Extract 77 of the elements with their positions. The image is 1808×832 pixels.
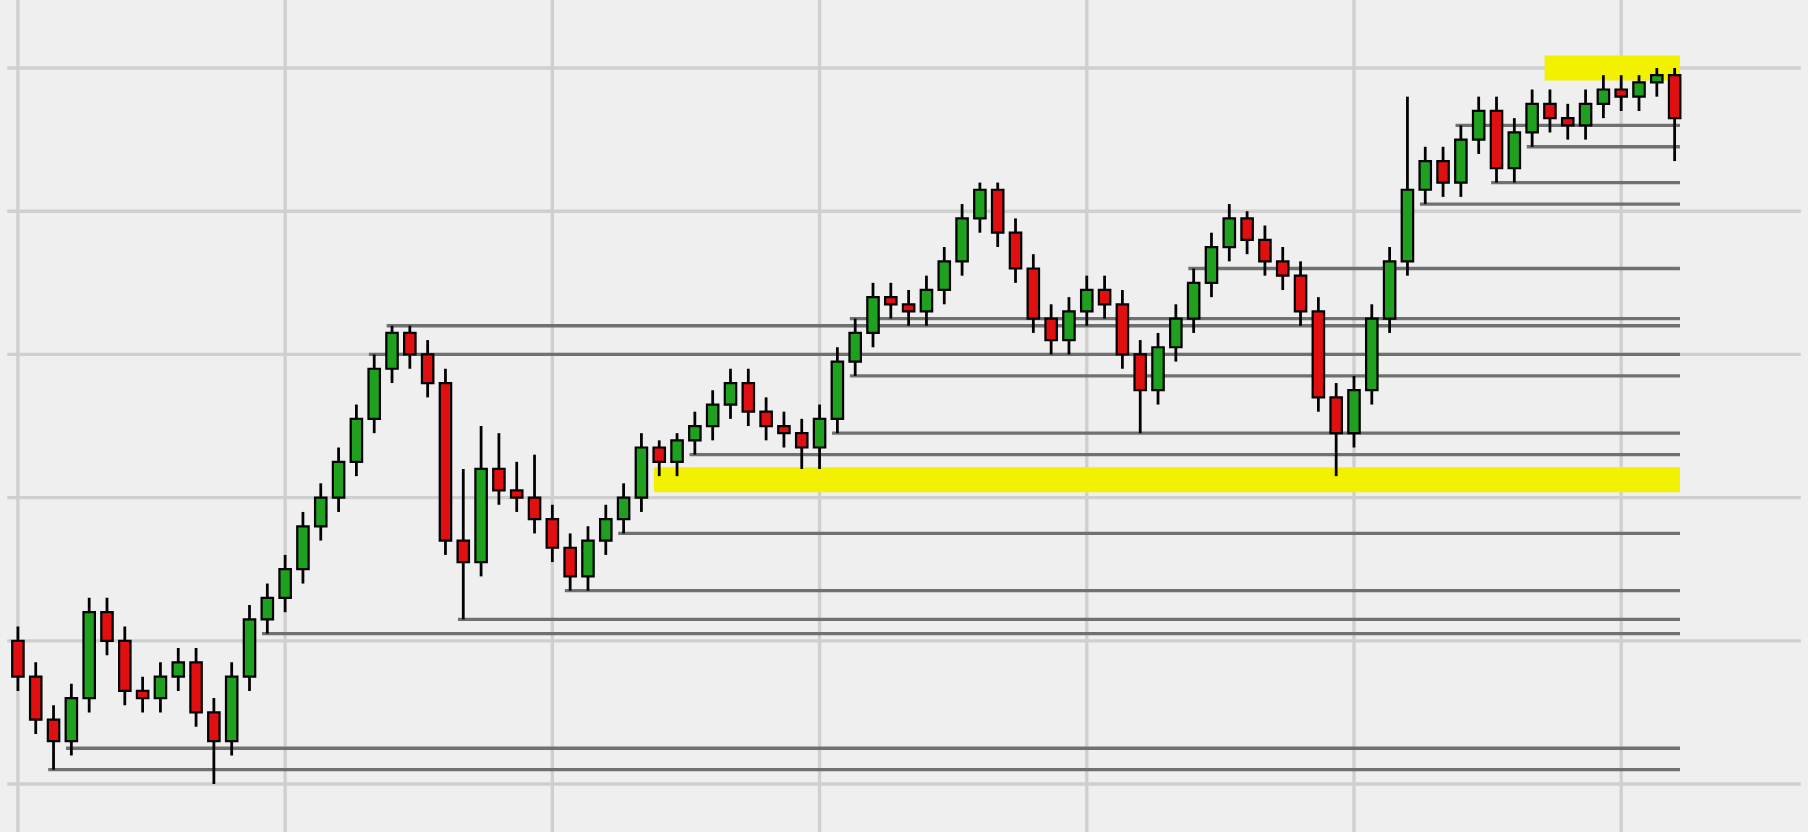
candlestick <box>937 245 952 306</box>
candlestick <box>296 510 310 585</box>
candlestick <box>100 596 114 657</box>
candlestick <box>1667 66 1682 163</box>
candlestick <box>1525 88 1539 149</box>
candlestick <box>919 274 934 328</box>
candlestick <box>28 660 43 736</box>
candlestick <box>723 367 738 421</box>
candlestick <box>278 553 292 614</box>
candlestick <box>616 481 631 535</box>
candlestick <box>1133 338 1148 435</box>
candlestick <box>1436 145 1450 199</box>
candlestick <box>509 460 524 514</box>
candlestick <box>652 438 667 478</box>
candlestick <box>759 395 773 442</box>
candlestick <box>1614 73 1629 113</box>
candlestick <box>705 388 720 442</box>
candlestick <box>688 410 702 457</box>
candlestick <box>403 324 417 371</box>
candlestick <box>349 403 364 478</box>
candlestick <box>46 703 61 772</box>
candlestick <box>331 446 346 514</box>
candlestick <box>456 467 471 621</box>
candlestick <box>1044 302 1058 356</box>
candlestick <box>901 288 916 328</box>
candlestick <box>794 417 809 471</box>
candlestick <box>153 660 168 714</box>
candlestick <box>1169 302 1183 363</box>
candlestick <box>1543 88 1557 134</box>
candlestick <box>812 403 827 471</box>
candlestick <box>1650 66 1664 99</box>
candlestick <box>1347 374 1361 449</box>
candlestick <box>884 281 898 321</box>
candlestick <box>581 524 595 593</box>
candlestick <box>135 675 150 714</box>
candlestick <box>420 338 435 399</box>
candlestick <box>866 281 880 349</box>
candlestick <box>527 453 542 535</box>
candlestick <box>64 682 79 757</box>
candlestick <box>11 625 25 693</box>
candlestick <box>260 582 275 636</box>
candlestick <box>973 181 987 235</box>
candlestick <box>670 431 684 478</box>
candlestick <box>1596 73 1611 120</box>
candlestick <box>1062 295 1076 356</box>
candlestick <box>207 696 221 786</box>
candlestick <box>1240 209 1254 256</box>
candlestick <box>313 481 328 542</box>
candlestick <box>385 324 399 385</box>
candlestick <box>1222 202 1237 263</box>
candlestick <box>1186 267 1201 335</box>
candlestick <box>171 646 186 693</box>
candlestick <box>1507 116 1522 184</box>
candlestick <box>1578 88 1593 142</box>
candlestick <box>1632 73 1646 113</box>
candlestick <box>1454 123 1468 199</box>
candlestick <box>1418 145 1433 206</box>
candlestick <box>1097 274 1112 321</box>
candlestick <box>1008 216 1023 285</box>
candlestick <box>563 532 577 593</box>
candlestick <box>1560 102 1575 142</box>
candlestick <box>990 181 1005 249</box>
candlestick <box>492 431 506 507</box>
candlestick <box>848 317 862 378</box>
candlestick <box>598 503 613 557</box>
candlestick <box>741 367 756 428</box>
candlestick <box>1151 331 1165 406</box>
candlestick <box>1258 224 1272 278</box>
candlestick <box>1471 95 1486 156</box>
candlestick <box>1204 231 1219 299</box>
candlestick <box>1293 259 1308 328</box>
candlestick <box>1329 381 1343 478</box>
candlestick <box>1079 274 1094 328</box>
candlestick <box>545 503 560 564</box>
candlestick <box>1275 245 1290 292</box>
candlestick <box>777 410 791 449</box>
candlestick <box>955 202 969 278</box>
